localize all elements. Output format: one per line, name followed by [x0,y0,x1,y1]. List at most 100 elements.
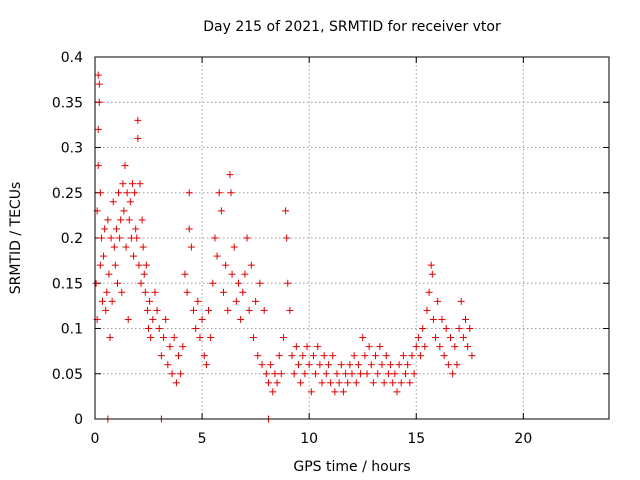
data-point [444,361,452,369]
data-point [410,370,418,378]
plot-frame [94,56,610,420]
data-point [397,379,405,387]
data-point [108,297,116,305]
data-point [149,315,157,323]
data-point [100,252,108,260]
data-point [200,352,208,360]
y-tick-label: 0.3 [61,141,83,157]
data-point [354,361,362,369]
data-point [133,234,141,242]
data-point [352,379,360,387]
data-point [112,225,120,233]
data-point [106,334,114,342]
data-point [333,370,341,378]
axis-ticks: 0 5 10 15 20 0 0.05 0.1 0.15 0.2 0.25 0.3 0.35 0.4 [52,50,609,447]
data-point [254,352,262,360]
data-point [120,207,128,215]
data-point [143,306,151,314]
data-point [111,261,119,269]
data-point [414,334,422,342]
data-points [92,71,476,423]
data-point [455,325,463,332]
data-point [267,361,275,369]
data-point [130,252,138,260]
data-point [227,189,235,197]
data-point [432,334,440,342]
data-point [348,370,356,378]
data-point [222,261,230,269]
data-point [329,352,337,360]
data-point [462,315,470,323]
data-point [110,243,118,251]
data-point [94,71,102,79]
data-point [335,379,343,387]
data-point [175,352,183,360]
data-point [136,180,144,188]
data-point [162,315,170,323]
data-point [138,216,146,224]
data-point [241,270,249,278]
data-point [322,370,330,378]
data-point [440,352,448,360]
data-point [104,216,112,224]
x-tick-label: 0 [91,431,100,447]
data-point [128,180,136,188]
data-point [372,352,380,360]
data-point [468,352,476,360]
data-point [402,370,410,378]
data-point [157,352,165,360]
data-point [131,189,139,197]
data-point [117,216,125,224]
x-axis-label: GPS time / hours [293,459,410,475]
data-point [170,334,178,342]
grid-lines [95,57,609,419]
data-point [406,379,414,387]
data-point [464,343,472,351]
data-point [115,189,123,197]
data-point [389,379,397,387]
data-point [320,352,328,360]
data-point [459,334,467,342]
data-point [331,388,339,396]
data-point [226,171,234,179]
data-point [234,279,242,287]
data-point [369,379,377,387]
y-tick-label: 0.15 [52,276,83,292]
y-tick-label: 0 [74,412,83,428]
data-point [277,370,285,378]
x-tick-label: 20 [514,431,532,447]
data-point [196,334,204,342]
data-point [258,361,266,369]
data-point [408,352,416,360]
data-point [96,261,104,269]
data-point [262,370,270,378]
data-point [357,370,365,378]
data-point [342,370,350,378]
data-point [309,352,317,360]
data-point [288,352,296,360]
data-point [299,352,307,360]
data-point [101,225,109,233]
data-point [194,297,202,305]
data-point [419,325,427,332]
data-point [297,379,305,387]
data-point [264,379,272,387]
data-point [105,270,113,278]
data-point [284,279,292,287]
data-point [382,352,390,360]
data-point [113,279,121,287]
data-point [339,388,347,396]
data-point [209,279,217,287]
data-point [98,297,106,305]
chart-title: Day 215 of 2021, SRMTID for receiver vto… [203,19,501,35]
data-point [155,325,163,332]
data-point [294,361,302,369]
data-point [202,361,210,369]
data-point [350,352,358,360]
data-point [232,297,240,305]
data-point [417,352,425,360]
data-point [378,361,386,369]
data-point [256,279,264,287]
data-point [312,370,320,378]
data-point [94,162,102,170]
